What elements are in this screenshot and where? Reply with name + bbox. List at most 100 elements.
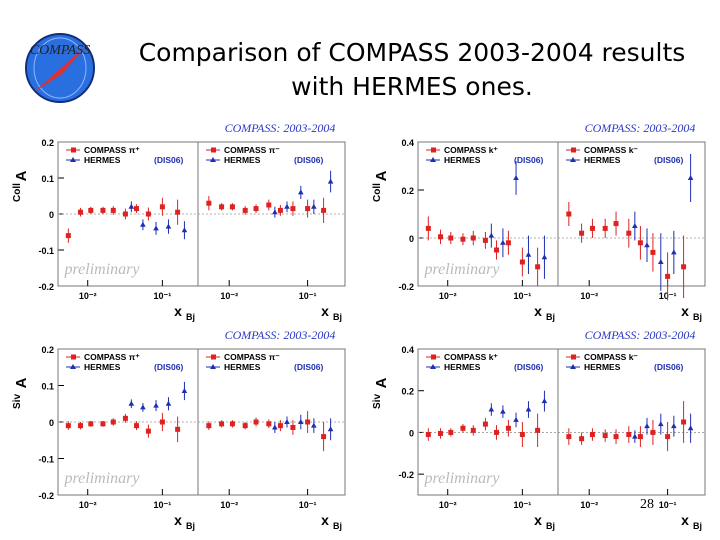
x-axis-label-sub: Bj: [546, 521, 555, 531]
compass-point: [535, 264, 541, 270]
compass-point: [437, 234, 443, 240]
compass-point: [145, 211, 151, 217]
legend-label: COMPASS k⁺: [444, 352, 498, 362]
slide-title-line-2: with HERMES ones.: [291, 72, 533, 101]
compass-point: [122, 211, 128, 217]
y-tick-label: 0.2: [401, 387, 414, 397]
compass-point: [253, 419, 259, 425]
x-tick-label: 10⁻¹: [153, 500, 171, 510]
subplot-frame: [557, 348, 706, 496]
compass-point: [88, 207, 94, 213]
compass-point: [77, 209, 83, 215]
hermes-point: [488, 406, 495, 412]
hermes-point: [128, 400, 135, 406]
legend-label: HERMES: [584, 362, 621, 372]
compass-point: [482, 421, 488, 427]
compass-point: [650, 249, 656, 255]
legend-marker: [210, 364, 216, 369]
compass-point: [681, 264, 687, 270]
chart-asiv-pion: COMPASS: 2003-2004 A Siv 0.2 0.1 0 -0.1 -0.2 10⁻…: [12, 328, 346, 531]
hermes-point: [327, 426, 334, 432]
compass-point: [505, 240, 511, 246]
hermes-point: [272, 209, 278, 215]
y-tick-label: 0: [49, 418, 54, 428]
compass-point: [566, 434, 572, 440]
chart-acoll-pion: COMPASS: 2003-2004 A Coll 0.2 0.1 0 -0.1 -0.2 10…: [12, 121, 346, 322]
legend-marker: [570, 157, 576, 162]
compass-point: [175, 209, 181, 215]
hermes-point: [311, 422, 317, 428]
y-tick-label: 0: [409, 428, 414, 438]
chart-acoll-kaon: COMPASS: 2003-2004 A Coll 0.4 0.2 0 -0.2 10⁻² 10…: [372, 121, 706, 322]
compass-point: [460, 236, 466, 242]
compass-point: [65, 423, 71, 429]
hermes-point: [525, 406, 532, 412]
hermes-point: [284, 419, 290, 424]
x-axis-label-sub: Bj: [546, 312, 555, 322]
x-axis-label-sub: Bj: [333, 521, 342, 531]
compass-point: [613, 434, 619, 440]
compass-point: [100, 421, 106, 427]
y-tick-label: -0.2: [398, 470, 414, 480]
y-tick-label: 0: [49, 210, 54, 220]
legend-label: COMPASS π⁻: [224, 352, 280, 362]
y-tick-label: 0.2: [41, 345, 54, 355]
compass-point: [159, 204, 165, 210]
legend-marker: [211, 354, 216, 360]
compass-point: [266, 202, 272, 208]
compass-point: [681, 419, 687, 425]
hermes-point: [525, 251, 532, 257]
hermes-point: [644, 423, 650, 429]
compass-point: [425, 225, 431, 231]
compass-point: [448, 429, 454, 435]
compass-point: [77, 423, 83, 429]
compass-point: [535, 427, 541, 433]
hermes-point: [671, 423, 677, 429]
hermes-point: [513, 175, 519, 180]
y-tick-label: -0.1: [38, 246, 54, 256]
compass-point: [519, 432, 525, 438]
x-axis-label: x: [321, 512, 329, 528]
chart-banner: COMPASS: 2003-2004: [225, 121, 336, 135]
compass-point: [519, 259, 525, 265]
compass-point: [482, 237, 488, 243]
x-tick-label: 10⁻²: [439, 500, 457, 510]
compass-point: [266, 421, 272, 427]
compass-point: [65, 233, 71, 239]
y-tick-label: 0.2: [401, 186, 414, 196]
legend-marker: [431, 147, 436, 153]
hermes-point: [500, 239, 506, 245]
y-tick-label: -0.2: [398, 282, 414, 292]
hermes-point: [153, 402, 159, 408]
x-tick-label: 10⁻²: [79, 291, 97, 301]
compass-point: [219, 421, 225, 427]
x-axis-label-sub: Bj: [186, 312, 195, 322]
legend-label: COMPASS k⁻: [584, 352, 638, 362]
legend-label: COMPASS k⁺: [444, 145, 498, 155]
legend-note: (DIS06): [654, 362, 683, 372]
hermes-point: [488, 232, 495, 238]
x-tick-label: 10⁻¹: [513, 500, 531, 510]
legend-label: COMPASS π⁺: [84, 352, 140, 362]
slide-title-line-1: Comparison of COMPASS 2003-2004 results: [138, 38, 686, 67]
compass-point: [277, 423, 283, 429]
legend-marker: [571, 354, 576, 360]
legend-marker: [430, 364, 436, 369]
hermes-point: [658, 259, 664, 264]
preliminary-watermark: preliminary: [64, 470, 141, 487]
hermes-point: [181, 387, 188, 393]
y-axis-label: A: [13, 377, 30, 388]
hermes-point: [541, 254, 548, 260]
compass-point: [145, 428, 151, 434]
compass-point: [277, 207, 283, 213]
hermes-point: [632, 223, 638, 228]
y-axis-label: A: [373, 170, 390, 181]
compass-point: [100, 207, 106, 213]
chart-banner: COMPASS: 2003-2004: [585, 121, 696, 135]
compass-point: [626, 230, 632, 236]
compass-point: [229, 204, 235, 210]
x-axis-label: x: [174, 303, 182, 319]
legend-label: HERMES: [84, 155, 121, 165]
chart-banner: COMPASS: 2003-2004: [585, 328, 696, 342]
legend-note: (DIS06): [514, 362, 543, 372]
